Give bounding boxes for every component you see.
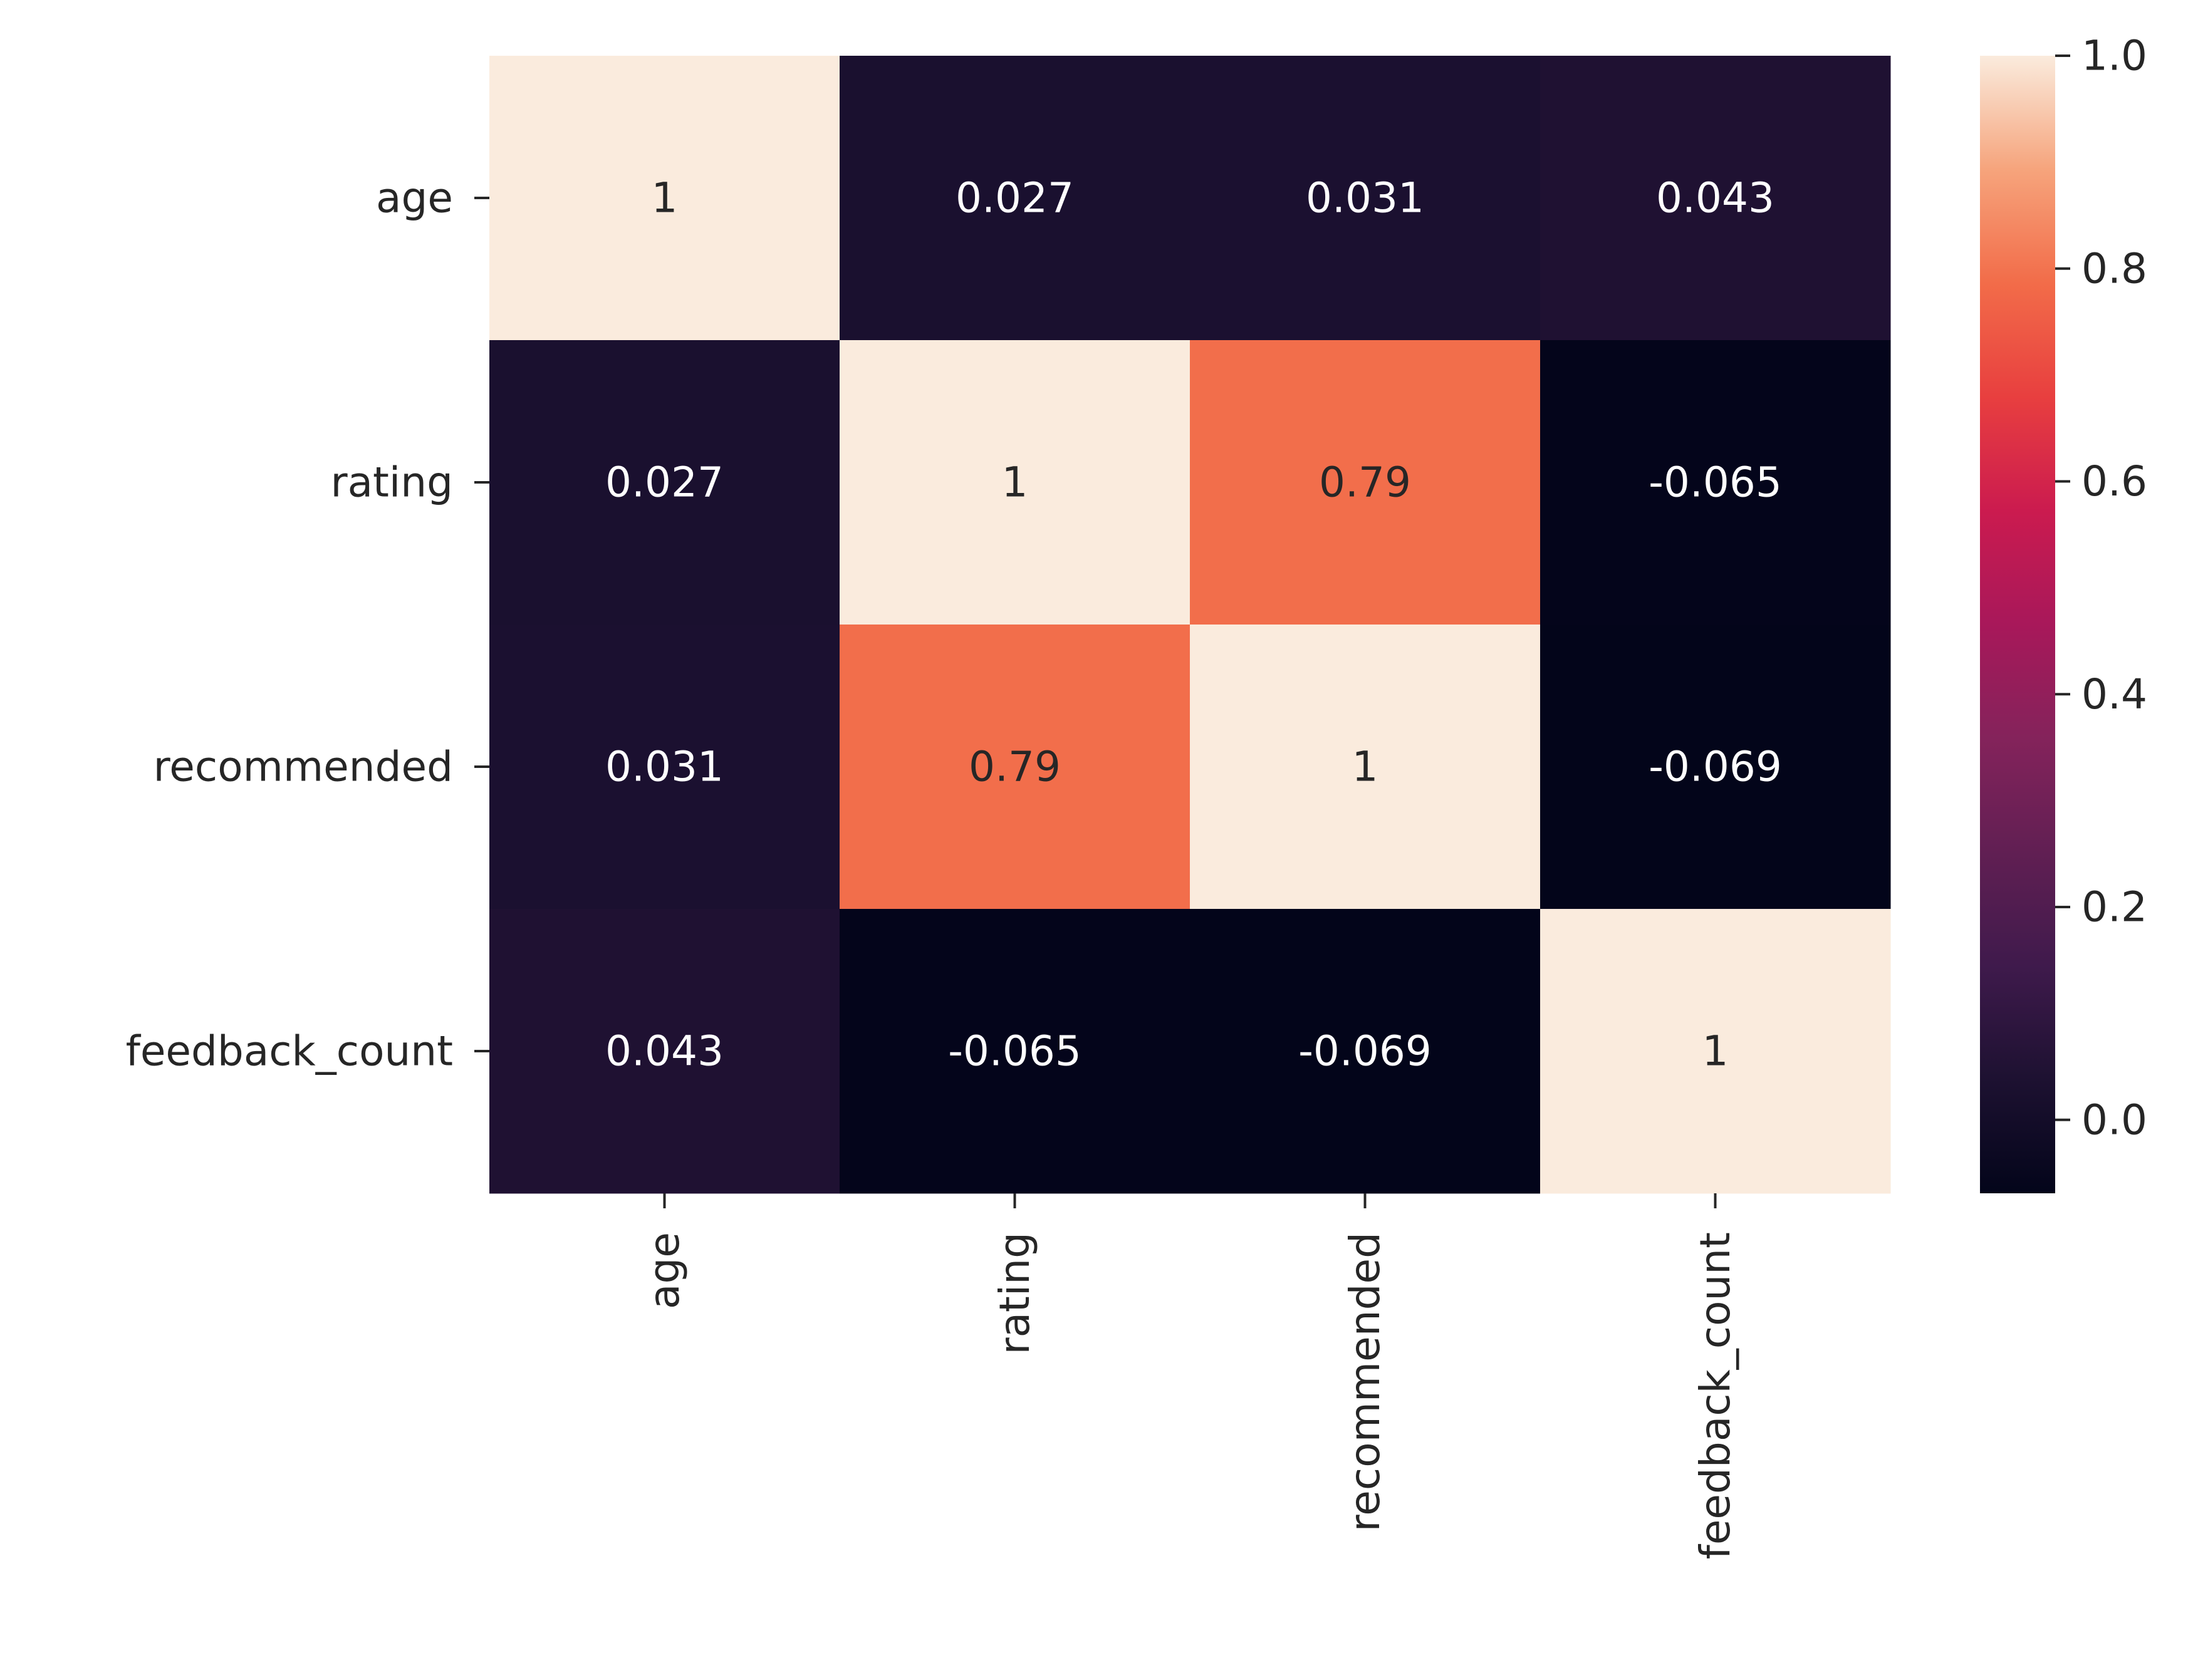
colorbar-tick-label: 1.0 (2081, 32, 2147, 80)
heatmap-cell (1540, 340, 1891, 625)
heatmap-cell (489, 909, 840, 1194)
y-tick-label: rating (330, 459, 453, 507)
y-tick-label: feedback_count (126, 1027, 453, 1076)
cell-value-label: 0.031 (605, 743, 724, 791)
cell-value-label: 1 (652, 174, 678, 222)
cell-value-label: 1 (1352, 743, 1378, 791)
heatmap-cell (1190, 625, 1541, 910)
cell-value-label: 0.79 (969, 743, 1061, 791)
heatmap-cell (1190, 340, 1541, 625)
colorbar-tick-label: 0.4 (2081, 670, 2147, 718)
colorbar-ticks: 0.0 0.2 0.4 0.6 0.8 1.0 (2055, 32, 2147, 1144)
heatmap-cell (489, 56, 840, 341)
y-tick-label: age (376, 174, 453, 222)
y-tick-label: recommended (154, 743, 453, 791)
heatmap-cell (840, 340, 1190, 625)
heatmap-cell (840, 56, 1190, 341)
x-tick-label: feedback_count (1691, 1232, 1739, 1559)
heatmap-cell (1540, 909, 1891, 1194)
cell-value-label: 1 (1702, 1027, 1729, 1076)
heatmap-cells (489, 56, 1891, 1194)
heatmap-cell (489, 625, 840, 910)
cell-value-label: 0.79 (1319, 459, 1411, 507)
heatmap-cell (840, 909, 1190, 1194)
colorbar (1980, 56, 2055, 1193)
cell-value-label: -0.065 (1649, 459, 1782, 507)
x-tick-label: age (640, 1232, 689, 1309)
cell-value-label: 0.043 (1656, 174, 1774, 222)
cell-value-label: -0.069 (1649, 743, 1782, 791)
heatmap-cell (1540, 56, 1891, 341)
colorbar-tick-label: 0.8 (2081, 244, 2147, 293)
cell-value-label: 0.027 (956, 174, 1074, 222)
heatmap-cell (1540, 625, 1891, 910)
colorbar-gradient (1980, 56, 2055, 1193)
heatmap-cell (1190, 56, 1541, 341)
heatmap-cell (1190, 909, 1541, 1194)
heatmap-cell (840, 625, 1190, 910)
x-tick-label: rating (991, 1232, 1039, 1355)
cell-value-label: -0.065 (948, 1027, 1081, 1076)
cell-value-label: 0.031 (1306, 174, 1424, 222)
colorbar-tick-label: 0.6 (2081, 457, 2147, 506)
heatmap-cell (489, 340, 840, 625)
y-axis-ticks: age rating recommended feedback_count (126, 174, 489, 1076)
colorbar-tick-label: 0.0 (2081, 1096, 2147, 1144)
x-tick-label: recommended (1341, 1232, 1389, 1532)
x-axis-ticks: age rating recommended feedback_count (640, 1193, 1739, 1559)
cell-annotations: 1 0.027 0.031 0.043 0.027 1 0.79 -0.065 0.031 0.7… (605, 174, 1782, 1076)
cell-value-label: 1 (1002, 459, 1028, 507)
colorbar-tick-label: 0.2 (2081, 883, 2147, 931)
cell-value-label: 0.027 (605, 459, 724, 507)
cell-value-label: -0.069 (1298, 1027, 1432, 1076)
cell-value-label: 0.043 (605, 1027, 724, 1076)
